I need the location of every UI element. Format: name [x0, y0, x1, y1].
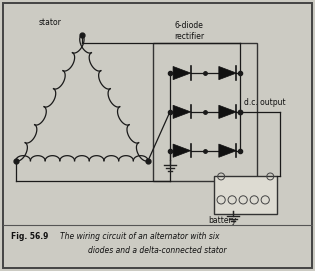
Text: battery: battery [208, 216, 236, 225]
Text: diodes and a delta-connected stator: diodes and a delta-connected stator [88, 246, 227, 255]
Text: d.c. output: d.c. output [244, 98, 286, 107]
Bar [214, 176, 277, 214]
Polygon shape [219, 144, 237, 157]
Text: stator: stator [39, 18, 62, 27]
Polygon shape [219, 105, 237, 118]
Text: Fig. 56.9: Fig. 56.9 [11, 232, 49, 241]
Text: 6-diode: 6-diode [175, 21, 203, 30]
Polygon shape [173, 105, 191, 118]
Text: rectifier: rectifier [174, 33, 204, 41]
Text: The wiring circuit of an alternator with six: The wiring circuit of an alternator with… [60, 232, 219, 241]
Polygon shape [173, 144, 191, 157]
Polygon shape [219, 66, 237, 80]
Polygon shape [173, 66, 191, 80]
Bar [153, 43, 257, 181]
